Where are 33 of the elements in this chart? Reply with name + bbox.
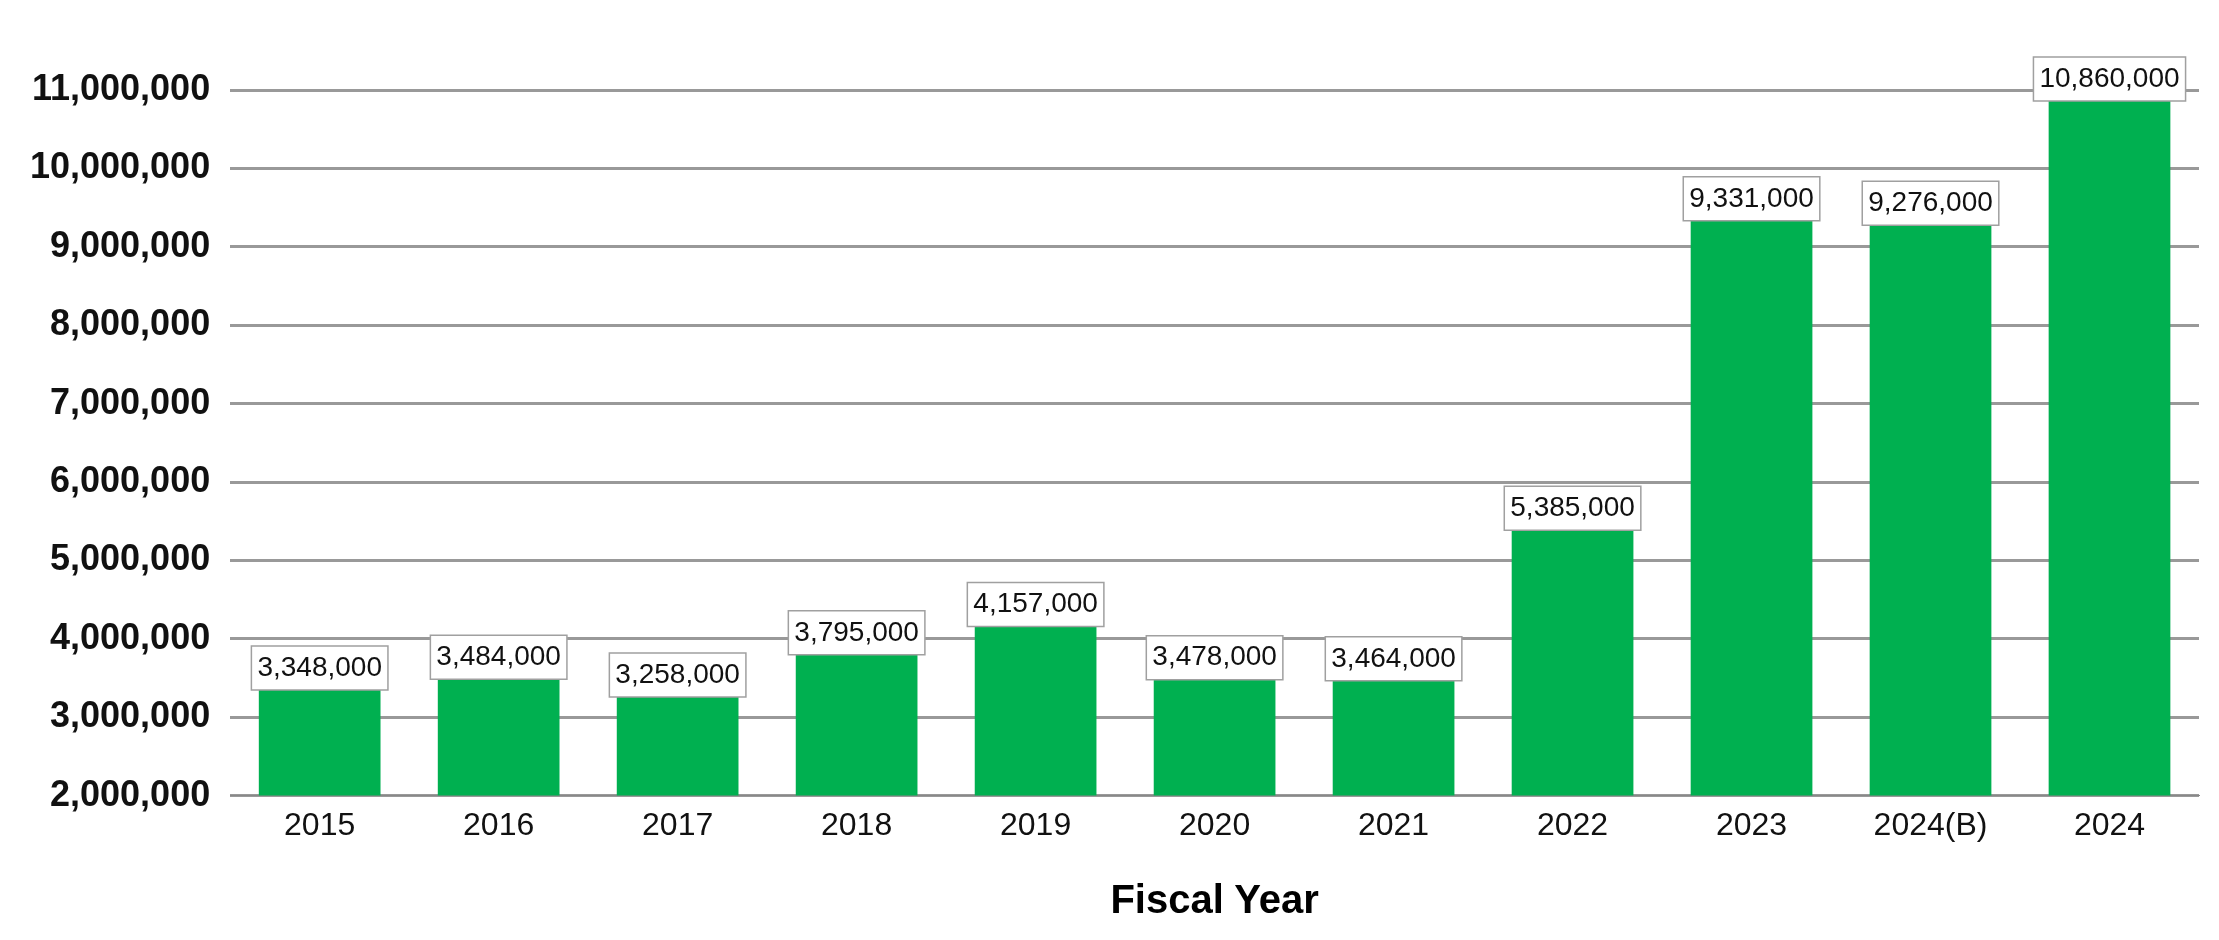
y-tick-label: 3,000,000 — [50, 694, 211, 736]
x-tick-label: 2021 — [1357, 805, 1430, 842]
data-label: 3,464,000 — [1331, 641, 1456, 673]
x-tick-label: 2024 — [2073, 805, 2146, 842]
y-tick-label: 2,000,000 — [50, 772, 211, 814]
data-label: 9,331,000 — [1689, 181, 1814, 213]
y-tick-label: 4,000,000 — [50, 615, 211, 657]
x-tick-label: 2023 — [1715, 805, 1788, 842]
data-label: 3,478,000 — [1152, 640, 1277, 672]
y-tick-label: 6,000,000 — [50, 458, 211, 500]
data-label: 5,385,000 — [1510, 490, 1635, 522]
y-tick-label: 10,000,000 — [29, 145, 211, 187]
x-axis-title: Fiscal Year — [1110, 877, 1319, 922]
data-label: 3,484,000 — [436, 639, 561, 671]
x-tick-label: 2017 — [642, 805, 714, 842]
data-label: 3,258,000 — [615, 657, 740, 689]
y-tick-label: 5,000,000 — [50, 537, 211, 579]
x-tick-label: 2020 — [1178, 805, 1251, 842]
x-tick-label: 2024(B) — [1873, 805, 1988, 842]
y-tick-label: 7,000,000 — [50, 380, 211, 422]
x-tick-label: 2016 — [463, 805, 535, 842]
x-tick-label: 2015 — [284, 805, 356, 842]
data-label: 4,157,000 — [973, 587, 1098, 619]
data-label: 9,276,000 — [1868, 185, 1993, 217]
data-label: 3,348,000 — [257, 650, 382, 682]
data-label: 10,860,000 — [2039, 61, 2180, 93]
x-tick-label: 2018 — [821, 805, 893, 842]
y-tick-label: 8,000,000 — [50, 302, 211, 344]
data-label: 3,795,000 — [794, 615, 919, 647]
x-tick-label: 2019 — [1000, 805, 1072, 842]
x-tick-label: 2022 — [1536, 805, 1609, 842]
y-tick-label: 11,000,000 — [31, 66, 211, 108]
y-tick-label: 9,000,000 — [50, 223, 211, 265]
